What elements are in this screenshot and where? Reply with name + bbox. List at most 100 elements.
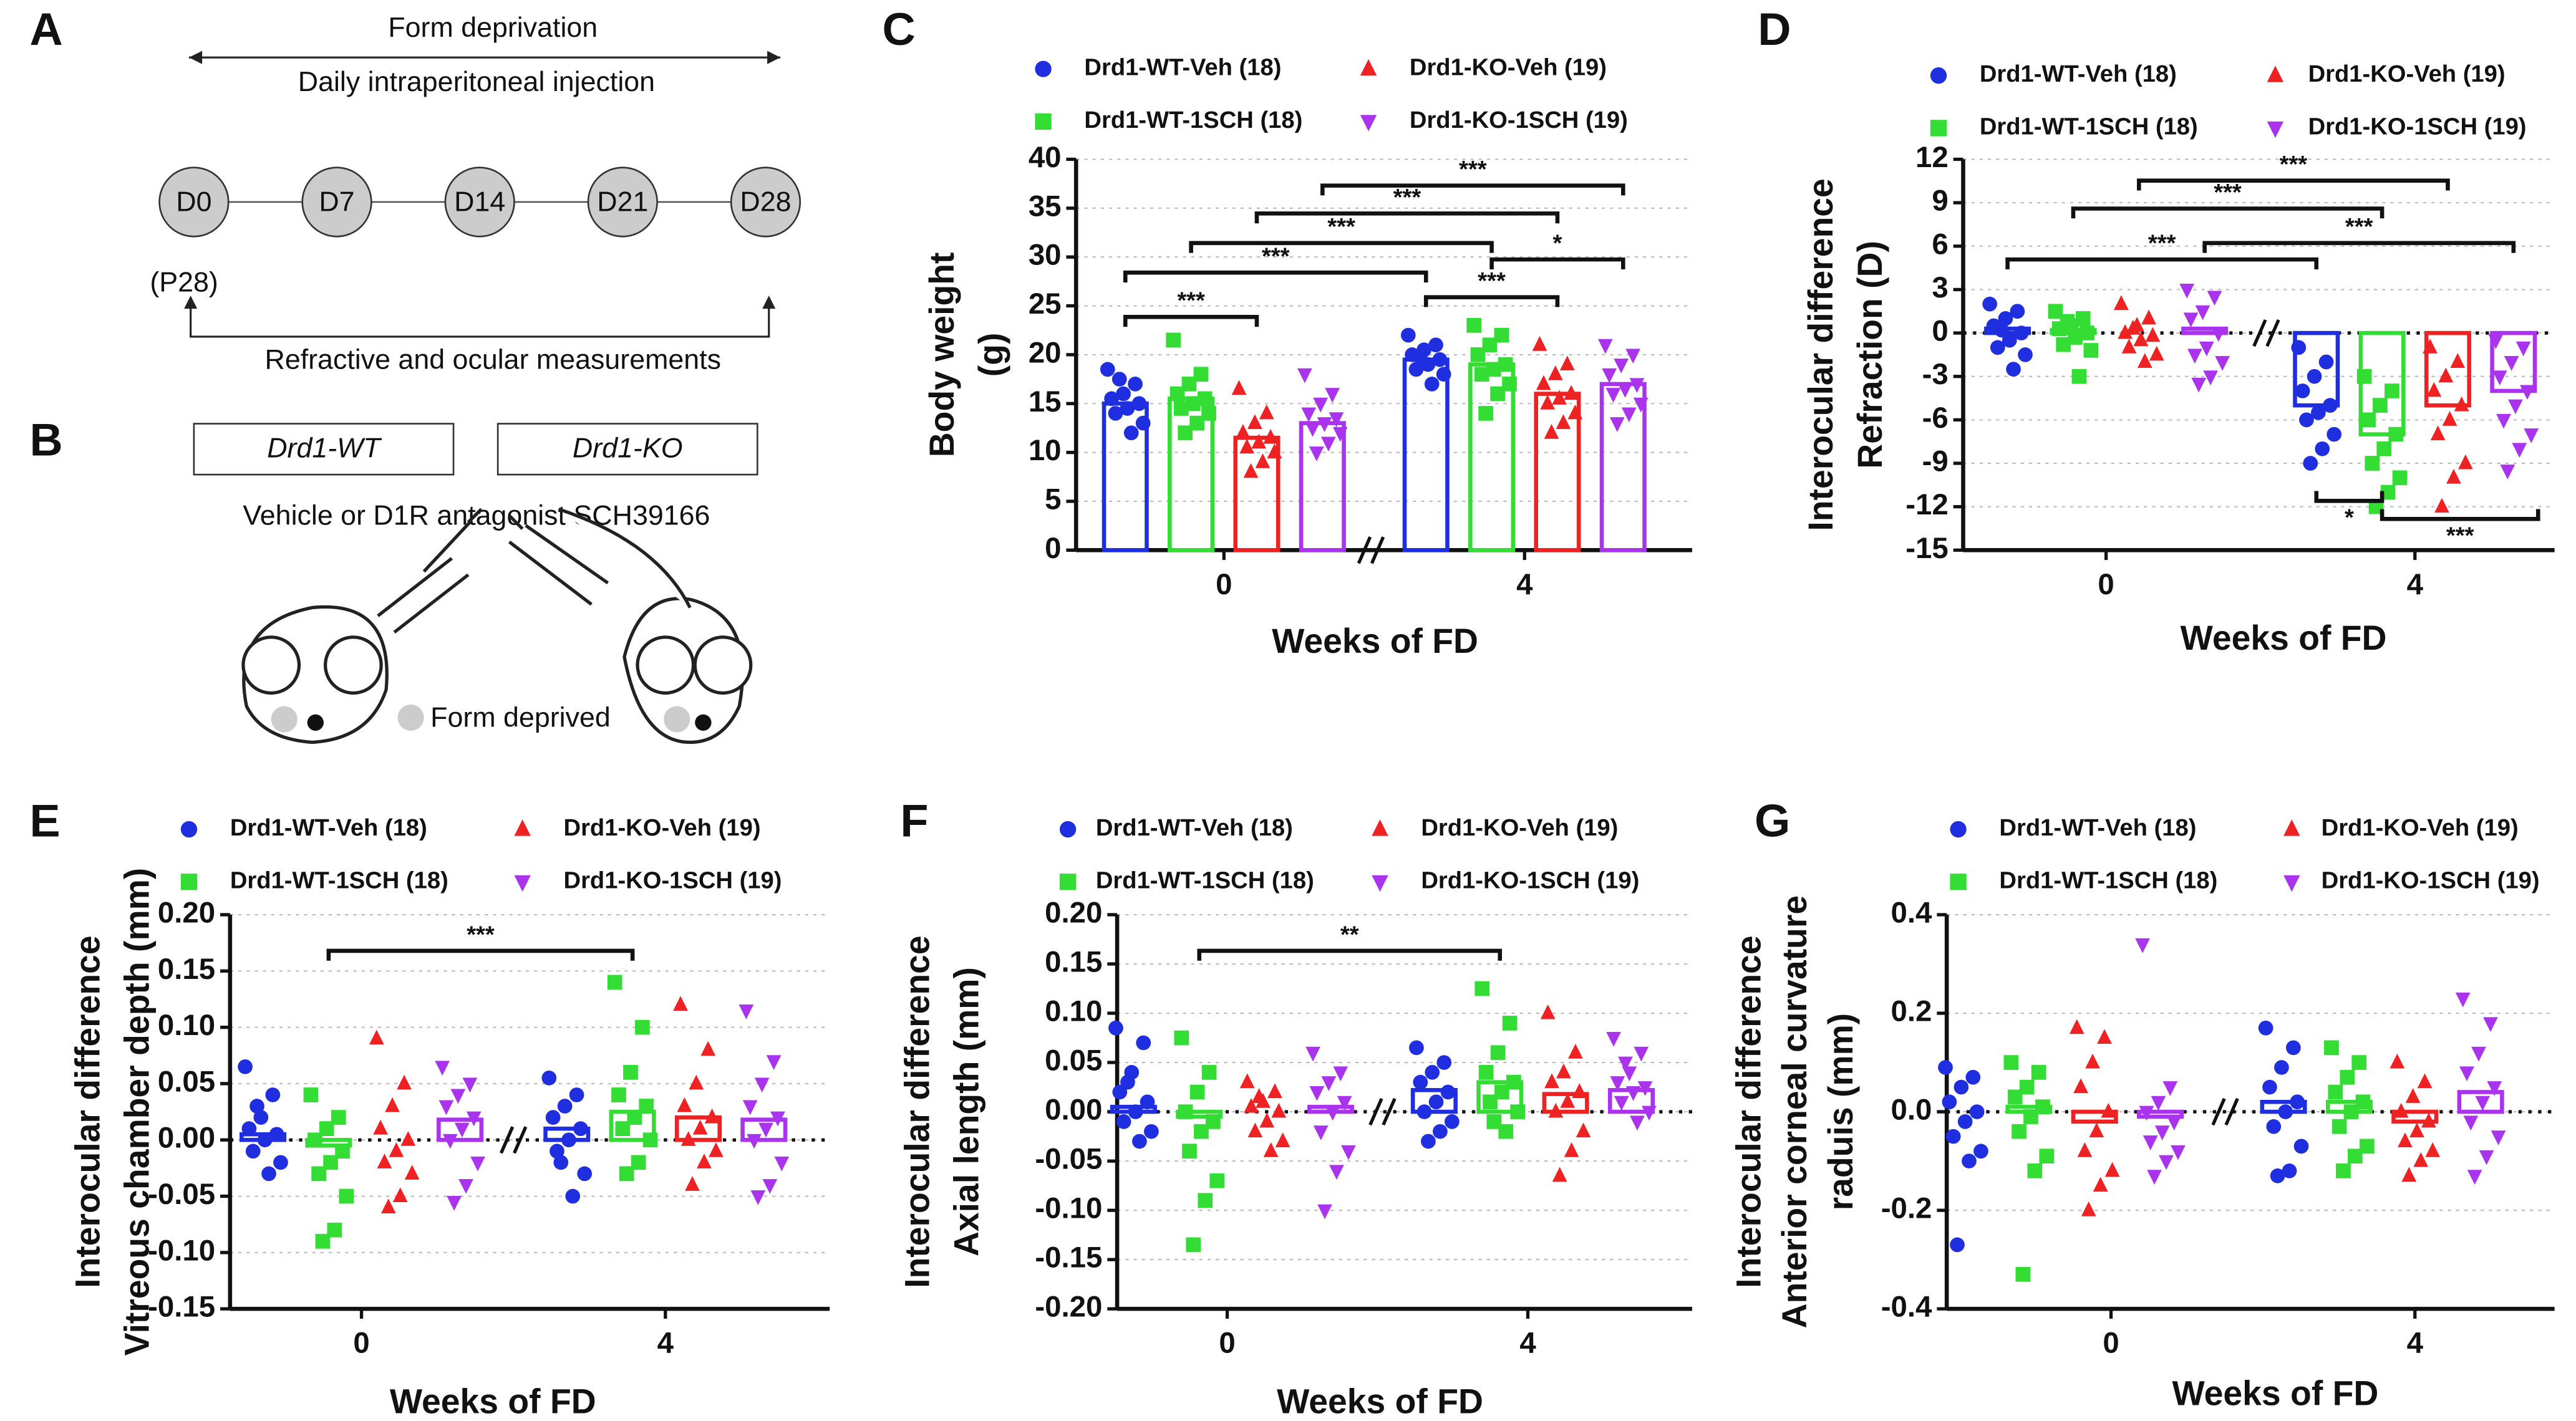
panel-label: G xyxy=(1755,795,1790,847)
data-point xyxy=(1325,388,1340,403)
schematic-text: Form deprivation xyxy=(388,12,598,43)
legend-label: Drd1-WT-1SCH (18) xyxy=(1980,113,2198,140)
data-point xyxy=(1994,322,2009,338)
data-point xyxy=(2356,368,2372,384)
data-point xyxy=(2405,1088,2421,1103)
y-tick-label: -0.05 xyxy=(1035,1143,1102,1176)
y-axis-label: Vitreous chamber depth (mm) xyxy=(118,868,157,1356)
data-point xyxy=(377,1154,392,1168)
data-point xyxy=(1536,375,1551,390)
x-axis-label: Weeks of FD xyxy=(1272,622,1478,660)
timeline-node xyxy=(301,166,372,238)
data-point xyxy=(1100,362,1115,377)
box xyxy=(193,423,455,476)
data-point xyxy=(2315,441,2330,456)
legend-label: Drd1-KO-Veh (19) xyxy=(2308,60,2506,87)
data-point xyxy=(1059,821,1077,838)
data-point xyxy=(404,1165,420,1180)
data-point xyxy=(680,1130,696,1146)
data-point xyxy=(1413,1074,1428,1090)
data-point xyxy=(1552,390,1567,405)
x-tick-label: 4 xyxy=(657,1327,674,1360)
data-point xyxy=(442,1134,458,1149)
significance-bracket xyxy=(1189,241,1494,253)
y-tick-label: 15 xyxy=(1029,385,1062,418)
significance-label: *** xyxy=(1177,287,1205,314)
significance-label: *** xyxy=(467,921,495,948)
y-axis-label: Interocular difference xyxy=(1801,178,1840,531)
data-point xyxy=(1144,1124,1159,1139)
data-point xyxy=(1483,1094,1498,1110)
y-axis-label: Body weight xyxy=(922,253,961,458)
data-point xyxy=(1320,436,1336,452)
significance-bracket xyxy=(1320,183,1625,196)
data-point xyxy=(689,1074,704,1090)
significance-bracket xyxy=(1123,315,1259,327)
data-point xyxy=(1954,1079,1969,1095)
data-point xyxy=(747,1134,762,1149)
data-point xyxy=(577,1166,593,1182)
data-point xyxy=(611,1087,626,1102)
significance-label: *** xyxy=(2280,151,2308,178)
data-point xyxy=(2328,1084,2343,1100)
data-point xyxy=(2075,311,2091,326)
data-point xyxy=(1297,368,1312,383)
data-point xyxy=(1120,1074,1135,1090)
data-point xyxy=(438,1100,454,1115)
data-point xyxy=(1498,357,1513,372)
data-point xyxy=(1201,1064,1217,1080)
data-point xyxy=(253,1110,269,1125)
y-tick-label: 0.2 xyxy=(1891,995,1932,1028)
data-point xyxy=(2463,1115,2479,1131)
data-point xyxy=(2137,353,2152,368)
y-tick-label: -0.20 xyxy=(1035,1291,1102,1324)
data-point xyxy=(1548,1102,1564,1118)
data-point xyxy=(1206,1114,1221,1129)
data-point xyxy=(1938,1060,1953,1075)
data-point xyxy=(2327,426,2342,442)
data-point xyxy=(2207,291,2222,306)
data-point xyxy=(2471,1046,2486,1062)
data-point xyxy=(2012,1124,2026,1139)
data-point xyxy=(709,1142,724,1157)
data-point xyxy=(1428,337,1443,353)
data-point xyxy=(1123,425,1139,441)
data-point xyxy=(2455,992,2471,1008)
data-point xyxy=(607,975,622,990)
schematic-text: (P28) xyxy=(150,266,218,297)
data-point xyxy=(2368,499,2384,514)
data-point xyxy=(2187,349,2202,364)
data-point xyxy=(1572,1083,1587,1098)
data-point xyxy=(1309,1086,1325,1101)
legend-label: Drd1-WT-1SCH (18) xyxy=(1096,867,1314,894)
significance-bracket xyxy=(2136,178,2450,191)
legend-label: Drd1-KO-1SCH (19) xyxy=(2322,867,2540,894)
data-point xyxy=(1982,296,1997,312)
data-point xyxy=(1301,407,1317,423)
data-point xyxy=(642,1132,658,1148)
y-tick-label: -0.15 xyxy=(148,1291,215,1324)
data-point xyxy=(2392,470,2408,486)
data-point xyxy=(2151,1096,2166,1111)
data-point xyxy=(389,1142,404,1157)
data-point xyxy=(1544,1073,1559,1089)
data-point xyxy=(615,1121,631,1137)
y-tick-label: 0.20 xyxy=(1045,897,1102,930)
data-point xyxy=(1597,339,1613,354)
y-tick-label: -12 xyxy=(1905,488,1948,521)
data-point xyxy=(1197,391,1213,407)
data-point xyxy=(1560,1093,1576,1108)
data-point xyxy=(750,1190,766,1205)
data-point xyxy=(265,1087,281,1102)
data-point xyxy=(2311,405,2326,420)
y-tick-label: -0.4 xyxy=(1881,1291,1932,1324)
y-axis-label: Interocular difference xyxy=(69,935,107,1288)
significance-bracket xyxy=(2380,509,2540,521)
data-point xyxy=(2027,1163,2043,1178)
data-point xyxy=(1251,1088,1267,1103)
data-point xyxy=(1466,318,1481,333)
data-point xyxy=(323,1155,338,1170)
data-point xyxy=(470,1156,485,1172)
significance-label: *** xyxy=(1459,156,1487,183)
data-point xyxy=(2215,356,2230,371)
